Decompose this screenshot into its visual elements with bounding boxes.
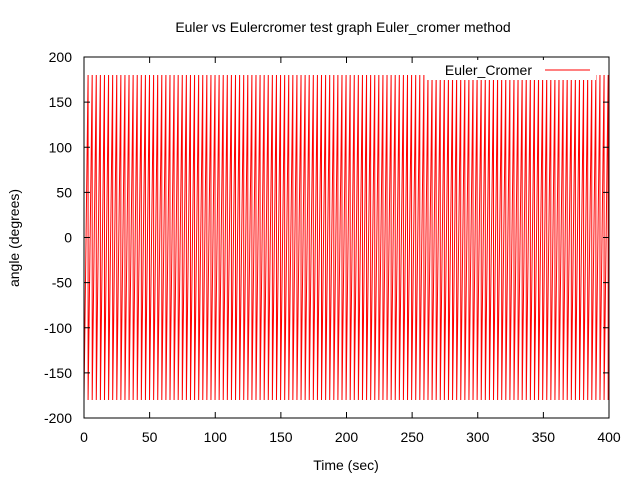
chart-title: Euler vs Eulercromer test graph Euler_cr… <box>175 19 510 35</box>
legend-label: Euler_Cromer <box>445 62 532 78</box>
x-tick-label: 50 <box>142 429 158 445</box>
y-tick-label: -50 <box>52 275 72 291</box>
y-tick-label: 100 <box>49 139 73 155</box>
y-axis-ticks: -200 -150 -100 -50 0 50 100 150 200 <box>44 49 609 426</box>
y-tick-label: 200 <box>49 49 73 65</box>
y-tick-label: 0 <box>64 230 72 246</box>
legend: Euler_Cromer <box>426 60 596 80</box>
x-tick-label: 200 <box>335 429 359 445</box>
x-tick-label: 0 <box>80 429 88 445</box>
series-line-euler-cromer <box>83 75 610 400</box>
legend-background <box>426 60 596 80</box>
y-tick-label: 150 <box>49 94 73 110</box>
x-tick-label: 300 <box>466 429 490 445</box>
x-axis-ticks: 0 50 100 150 200 250 300 350 400 <box>80 57 621 445</box>
y-tick-label: 50 <box>56 184 72 200</box>
y-tick-label: -150 <box>44 365 72 381</box>
x-tick-label: 400 <box>597 429 621 445</box>
x-tick-label: 350 <box>532 429 556 445</box>
x-tick-label: 150 <box>269 429 293 445</box>
y-tick-label: -200 <box>44 410 72 426</box>
series-layer <box>83 75 610 400</box>
x-tick-label: 250 <box>400 429 424 445</box>
y-tick-label: -100 <box>44 320 72 336</box>
y-axis-label: angle (degrees) <box>6 189 22 287</box>
x-axis-label: Time (sec) <box>313 457 379 473</box>
x-tick-label: 100 <box>204 429 228 445</box>
